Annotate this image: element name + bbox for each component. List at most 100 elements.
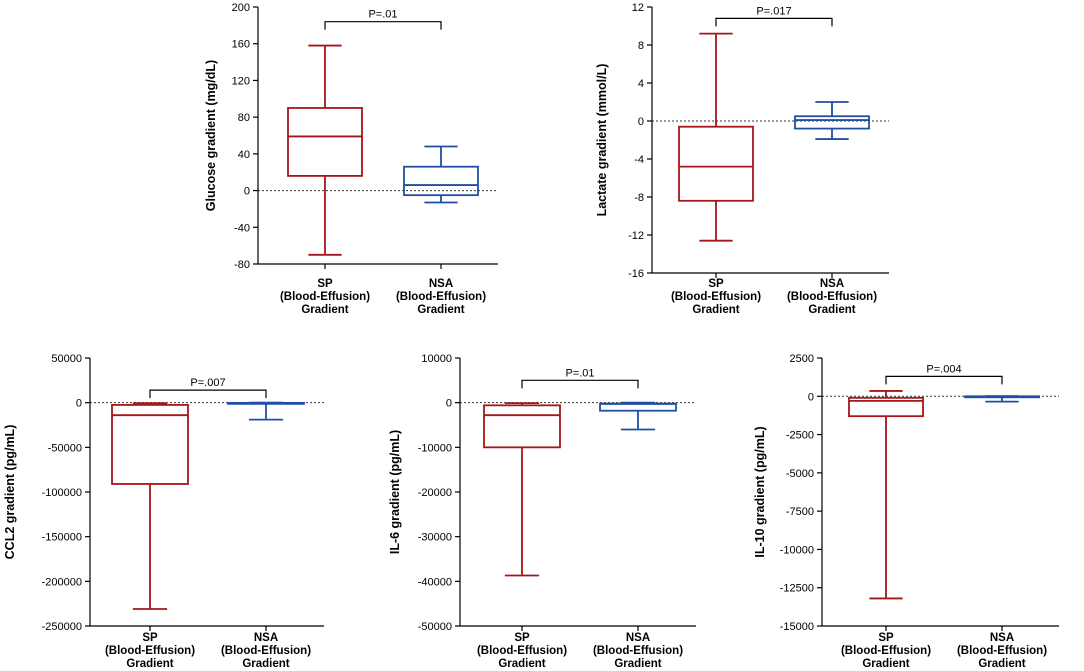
iqr-box [848,396,924,418]
ccl2-sp-box [111,402,189,610]
category-label: NSA [626,632,650,644]
iqr-box [403,165,479,197]
category-label: NSA [990,632,1014,644]
category-label: SP [878,632,894,644]
il6-panel: 10000 0 -10000 -20000 -30000 -40000 -50000 IL-6… [388,353,696,670]
y-tick-label: -100000 [42,487,82,499]
lactate-sp-box [678,32,754,242]
category-label: SP [708,278,724,290]
y-tick-label: -2500 [786,430,814,442]
y-tick-label: -12500 [780,583,814,595]
category-label: Gradient [614,658,661,670]
y-tick-label: -50000 [48,442,82,454]
category-label: (Blood-Effusion) [841,645,931,657]
glucose-nsa-box [403,145,479,204]
y-axis-title: IL-10 gradient (pg/mL) [753,426,767,557]
category-label: NSA [429,278,453,290]
p-value-label: P=.004 [926,363,961,375]
p-value-label: P=.01 [368,9,397,21]
iqr-box [287,107,363,177]
y-tick-label: -15000 [780,621,814,633]
y-axis-title: IL-6 gradient (pg/mL) [388,430,402,554]
category-label: (Blood-Effusion) [396,291,486,303]
il6-sp-box [483,402,561,577]
y-tick-label: -50000 [418,621,452,633]
iqr-box [483,404,561,449]
y-axis-title: CCL2 gradient (pg/mL) [3,425,17,560]
y-tick-label: -8 [634,192,644,204]
y-tick-label: 120 [232,75,250,87]
y-tick-label: -16 [628,268,644,280]
category-label: Gradient [301,304,348,316]
y-tick-label: -12 [628,230,644,242]
y-tick-label: 0 [638,116,644,128]
ccl2-nsa-box [227,401,305,421]
category-label: Gradient [862,658,909,670]
glucose-sp-box [287,44,363,256]
y-tick-label: -80 [234,259,250,271]
significance-bracket [149,389,267,399]
y-tick-label: 0 [76,398,82,410]
y-tick-label: -20000 [418,487,452,499]
y-tick-label: 0 [446,398,452,410]
il10-sp-box [848,390,924,600]
category-label: Gradient [978,658,1025,670]
category-label: (Blood-Effusion) [280,291,370,303]
y-tick-label: -40000 [418,576,452,588]
category-label: (Blood-Effusion) [105,645,195,657]
y-tick-label: 12 [632,2,644,14]
y-tick-label: -10000 [780,544,814,556]
y-tick-label: -10000 [418,442,452,454]
category-label: Gradient [498,658,545,670]
lactate-panel: 12 8 4 0 -4 -8 -12 -16 Lactate gradient (mmol/L)… [595,2,889,316]
category-label: (Blood-Effusion) [593,645,683,657]
ccl2-panel: 50000 0 -50000 -100000 -150000 -200000 -250000… [3,353,324,670]
significance-bracket [715,17,833,27]
y-tick-label: -200000 [42,576,82,588]
iqr-box [794,115,870,130]
category-label: Gradient [126,658,173,670]
significance-bracket [885,375,1003,385]
y-tick-label: 4 [638,78,644,90]
y-tick-label: 80 [238,112,250,124]
category-label: Gradient [417,304,464,316]
y-tick-label: 10000 [421,353,452,365]
category-label: Gradient [808,304,855,316]
category-label: NSA [254,632,278,644]
y-axis-title: Glucose gradient (mg/dL) [204,60,218,211]
y-tick-label: 0 [244,186,250,198]
il10-panel: 2500 0 -2500 -5000 -7500 -10000 -12500 -15000 IL… [753,353,1059,670]
category-label: (Blood-Effusion) [671,291,761,303]
significance-bracket [324,21,442,30]
category-label: SP [142,632,158,644]
y-tick-label: 0 [808,391,814,403]
iqr-box [678,125,754,202]
y-tick-label: 8 [638,40,644,52]
p-value-label: P=.01 [565,367,594,379]
y-tick-label: 40 [238,149,250,161]
category-label: (Blood-Effusion) [221,645,311,657]
p-value-label: P=.007 [190,377,225,389]
iqr-box [111,403,189,485]
p-value-label: P=.017 [756,5,791,17]
category-label: SP [514,632,530,644]
il6-nsa-box [599,401,677,431]
y-tick-label: -150000 [42,532,82,544]
category-label: (Blood-Effusion) [957,645,1047,657]
category-label: (Blood-Effusion) [477,645,567,657]
y-tick-label: -40 [234,222,250,234]
category-label: Gradient [692,304,739,316]
y-tick-label: 2500 [790,353,814,365]
category-label: SP [317,278,333,290]
y-tick-label: -7500 [786,506,814,518]
lactate-nsa-box [794,101,870,140]
il10-nsa-box [964,395,1040,403]
y-tick-label: -4 [634,154,644,166]
category-label: (Blood-Effusion) [787,291,877,303]
category-label: Gradient [242,658,289,670]
y-tick-label: -250000 [42,621,82,633]
category-label: NSA [820,278,844,290]
y-tick-label: -5000 [786,468,814,480]
y-tick-label: 50000 [51,353,82,365]
